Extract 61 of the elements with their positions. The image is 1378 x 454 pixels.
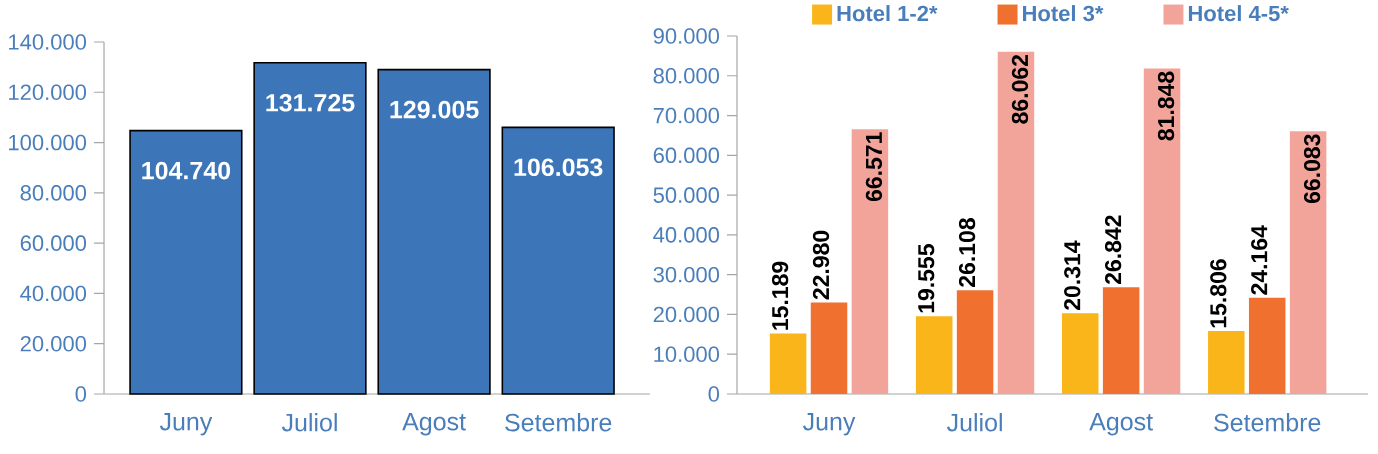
data-label: 66.571 xyxy=(865,132,883,202)
y-tick-label: 0 xyxy=(708,386,720,402)
bar xyxy=(851,129,889,394)
data-label: 20.314 xyxy=(1064,240,1081,310)
bar xyxy=(253,62,367,395)
data-label: 66.083 xyxy=(1303,134,1321,204)
y-tick-label: 40.000 xyxy=(653,227,720,243)
y-tick-label: 30.000 xyxy=(653,266,720,283)
x-tick-label: Setembre xyxy=(505,413,612,432)
bar xyxy=(810,302,848,394)
data-label: 26.108 xyxy=(958,218,976,287)
bar xyxy=(129,129,243,395)
y-tick-label: 40.000 xyxy=(20,285,87,302)
data-label: 81.848 xyxy=(1157,71,1175,141)
y-tick-label: 100.000 xyxy=(9,134,87,151)
bar xyxy=(769,333,807,394)
bar xyxy=(1143,68,1181,394)
legend-label: Hotel 4-5* xyxy=(1188,5,1289,22)
data-label: 22.980 xyxy=(812,230,830,300)
legend-label: Hotel 1-2* xyxy=(837,5,938,22)
data-label: 15.806 xyxy=(1210,259,1227,328)
y-tick-label: 80.000 xyxy=(20,185,87,201)
x-tick-label: Setembre xyxy=(1214,413,1321,432)
bar xyxy=(1061,313,1099,394)
data-label: 86.062 xyxy=(1011,55,1029,124)
legend-label: Hotel 3* xyxy=(1023,5,1104,22)
data-label: 104.740 xyxy=(142,161,231,180)
data-label: 15.189 xyxy=(771,261,789,330)
bar xyxy=(1289,131,1327,394)
data-label: 129.005 xyxy=(390,100,479,119)
y-tick-label: 0 xyxy=(75,386,87,402)
y-tick-label: 90.000 xyxy=(653,28,720,44)
y-tick-label: 60.000 xyxy=(653,147,720,164)
x-tick-label: Juny xyxy=(802,413,856,436)
y-tick-label: 10.000 xyxy=(654,346,720,362)
data-label: 106.053 xyxy=(514,158,603,177)
bar xyxy=(956,290,994,394)
y-tick-label: 140.000 xyxy=(9,34,87,50)
data-label: 131.725 xyxy=(266,93,355,112)
bar xyxy=(915,316,953,394)
bar xyxy=(1208,331,1245,394)
y-tick-label: 80.000 xyxy=(653,68,720,84)
y-tick-label: 50.000 xyxy=(653,187,720,203)
data-label: 24.164 xyxy=(1251,225,1268,295)
bar xyxy=(377,68,491,395)
x-tick-label: Juliol xyxy=(281,413,337,432)
bar xyxy=(1102,287,1140,394)
x-tick-label: Juny xyxy=(159,413,213,436)
y-tick-label: 60.000 xyxy=(20,235,87,251)
y-tick-label: 20.000 xyxy=(653,306,720,323)
bar xyxy=(1248,297,1286,394)
y-tick-label: 20.000 xyxy=(20,335,87,352)
x-tick-label: Juliol xyxy=(946,413,1002,432)
y-tick-label: 120.000 xyxy=(9,84,87,101)
bar xyxy=(501,126,615,395)
x-tick-label: Agost xyxy=(402,413,466,436)
bar xyxy=(997,51,1035,394)
y-tick-label: 70.000 xyxy=(653,107,720,124)
x-tick-label: Agost xyxy=(1089,413,1153,436)
data-label: 26.842 xyxy=(1105,215,1122,285)
data-label: 19.555 xyxy=(918,244,935,313)
